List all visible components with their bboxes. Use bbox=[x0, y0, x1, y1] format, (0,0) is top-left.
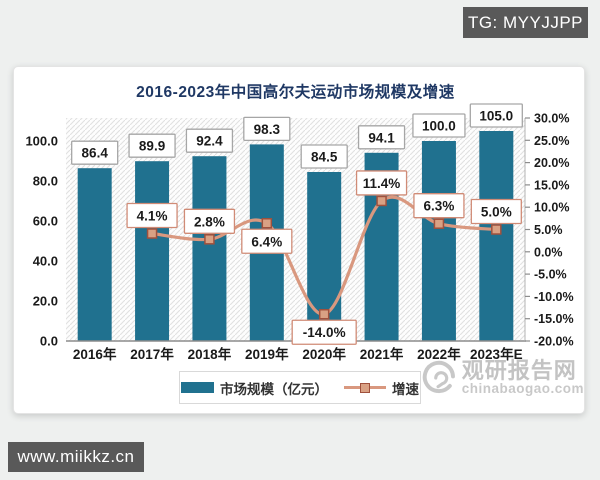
bar-2023年E bbox=[479, 131, 514, 341]
legend-item-growth: 增速 bbox=[344, 378, 419, 398]
right-axis-tick-label: 15.0% bbox=[534, 178, 569, 192]
label-text-bar-2022年: 100.0 bbox=[422, 119, 456, 134]
label-text-bar-2018年: 92.4 bbox=[196, 134, 223, 149]
bar-series-swatch bbox=[181, 382, 214, 393]
label-box-bar-2019年 bbox=[243, 116, 291, 142]
growth-marker-2023年E bbox=[491, 224, 502, 235]
line-series-swatch bbox=[344, 382, 386, 393]
right-axis-tick-label: -10.0% bbox=[534, 290, 574, 304]
right-axis-tick-label: 25.0% bbox=[534, 134, 569, 148]
label-box-bar-2023年E bbox=[469, 103, 523, 128]
legend-label-market-size: 市场规模（亿元） bbox=[220, 381, 328, 397]
label-text-bar-2019年: 98.3 bbox=[254, 122, 281, 137]
legend-item-market-size: 市场规模（亿元） bbox=[181, 378, 328, 398]
site-badge-text: www.miikkz.cn bbox=[17, 447, 135, 466]
chart-title: 2016-2023年中国高尔夫运动市场规模及增速 bbox=[136, 84, 455, 101]
label-text-bar-2017年: 89.9 bbox=[139, 139, 165, 154]
bar-2017年 bbox=[135, 161, 170, 341]
x-axis-label-2018年: 2018年 bbox=[188, 346, 232, 362]
label-text-growth-2018年: 2.8% bbox=[194, 214, 225, 229]
label-box-growth-2020年 bbox=[291, 319, 357, 345]
label-box-bar-2018年 bbox=[185, 128, 234, 153]
label-text-bar-2016年: 86.4 bbox=[82, 146, 109, 161]
growth-marker-2019年 bbox=[261, 218, 273, 229]
x-axis-label-2020年: 2020年 bbox=[302, 346, 346, 362]
right-axis-tick-label: -15.0% bbox=[534, 312, 574, 326]
right-axis-tick-label: 0.0% bbox=[534, 245, 563, 259]
label-text-bar-2021年: 94.1 bbox=[368, 130, 395, 145]
growth-marker-2018年 bbox=[204, 234, 215, 245]
left-axis-tick-label: 40.0 bbox=[33, 254, 58, 269]
label-box-bar-2017年 bbox=[128, 133, 176, 158]
x-axis-label-2019年: 2019年 bbox=[245, 346, 289, 362]
label-text-growth-2022年: 6.3% bbox=[424, 199, 455, 214]
right-axis-tick-label: -20.0% bbox=[534, 335, 574, 349]
growth-marker-2022年 bbox=[433, 218, 445, 229]
x-axis-label-2016年: 2016年 bbox=[73, 346, 117, 362]
label-box-growth-2018年 bbox=[183, 208, 236, 234]
label-box-growth-2022年 bbox=[413, 193, 465, 219]
site-badge: www.miikkz.cn bbox=[8, 442, 144, 472]
label-text-growth-2021年: 11.4% bbox=[363, 176, 401, 191]
x-axis-label-2022年: 2022年 bbox=[417, 346, 461, 362]
left-axis-tick-label: 60.0 bbox=[33, 214, 58, 229]
left-axis-tick-label: 100.0 bbox=[25, 134, 58, 149]
label-box-bar-2020年 bbox=[300, 144, 348, 169]
label-text-bar-2020年: 84.5 bbox=[311, 150, 338, 165]
chart-legend: 市场规模（亿元） 增速 bbox=[179, 371, 421, 404]
growth-marker-2017年 bbox=[146, 228, 158, 239]
x-axis-label-2023年E: 2023年E bbox=[470, 346, 523, 362]
bar-2018年 bbox=[192, 156, 227, 341]
right-axis-tick-label: -5.0% bbox=[534, 268, 567, 282]
label-text-growth-2019年: 6.4% bbox=[251, 234, 282, 249]
label-text-bar-2023年E: 105.0 bbox=[479, 109, 513, 124]
right-axis-tick-label: 30.0% bbox=[534, 112, 569, 126]
tg-badge: TG: MYYJJPP bbox=[463, 7, 588, 38]
right-axis-tick-label: 20.0% bbox=[534, 156, 569, 170]
label-box-growth-2017年 bbox=[126, 202, 178, 229]
growth-marker-2021年 bbox=[376, 195, 387, 207]
growth-marker-2020年 bbox=[318, 308, 330, 320]
label-text-growth-2023年E: 5.0% bbox=[481, 205, 512, 220]
x-axis-label-2017年: 2017年 bbox=[130, 346, 174, 362]
bar-2016年 bbox=[77, 168, 112, 341]
label-box-bar-2022年 bbox=[412, 113, 466, 138]
label-text-growth-2017年: 4.1% bbox=[137, 209, 168, 224]
label-box-growth-2023年E bbox=[470, 198, 522, 225]
tg-badge-text: TG: MYYJJPP bbox=[467, 12, 584, 32]
right-axis-tick-label: 5.0% bbox=[534, 223, 563, 237]
right-axis-tick-label: 10.0% bbox=[534, 201, 569, 215]
label-box-bar-2016年 bbox=[71, 140, 119, 165]
label-box-growth-2021年 bbox=[355, 170, 408, 196]
bar-2022年 bbox=[421, 141, 456, 341]
label-box-growth-2019年 bbox=[241, 228, 293, 254]
x-axis-label-2021年: 2021年 bbox=[360, 346, 404, 362]
left-axis-tick-label: 0.0 bbox=[40, 334, 58, 349]
left-axis-tick-label: 80.0 bbox=[33, 174, 58, 189]
left-axis-tick-label: 20.0 bbox=[33, 294, 58, 309]
label-box-bar-2021年 bbox=[357, 125, 406, 150]
label-text-growth-2020年: -14.0% bbox=[303, 325, 346, 340]
legend-label-growth: 增速 bbox=[392, 381, 419, 397]
